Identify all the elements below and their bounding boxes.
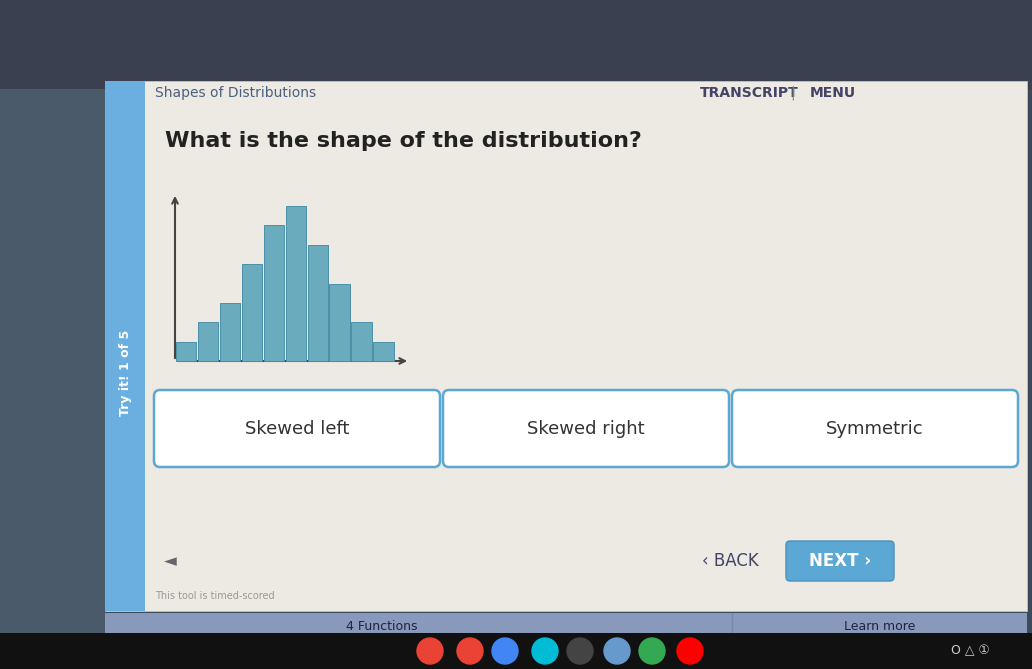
FancyBboxPatch shape [352,322,372,361]
FancyBboxPatch shape [786,541,894,581]
Text: NEXT ›: NEXT › [809,552,871,570]
Text: Skewed right: Skewed right [527,419,645,438]
FancyBboxPatch shape [329,284,350,361]
Circle shape [533,638,558,664]
FancyBboxPatch shape [105,81,1027,611]
FancyBboxPatch shape [105,81,146,611]
Text: |: | [791,86,795,100]
FancyBboxPatch shape [0,633,1032,669]
Text: Learn more: Learn more [844,621,915,634]
Text: ◄: ◄ [164,552,176,570]
FancyBboxPatch shape [374,342,394,361]
FancyBboxPatch shape [0,0,105,669]
Text: Skewed left: Skewed left [245,419,349,438]
Text: What is the shape of the distribution?: What is the shape of the distribution? [165,131,642,151]
Circle shape [457,638,483,664]
Circle shape [492,638,518,664]
FancyBboxPatch shape [197,322,218,361]
Circle shape [677,638,703,664]
Text: TRANSCRIPT: TRANSCRIPT [700,86,799,100]
Text: This tool is timed-scored: This tool is timed-scored [155,591,275,601]
FancyBboxPatch shape [0,0,1032,89]
FancyBboxPatch shape [263,225,284,361]
Text: Shapes of Distributions: Shapes of Distributions [155,86,316,100]
FancyBboxPatch shape [443,390,729,467]
Circle shape [417,638,443,664]
Circle shape [639,638,665,664]
FancyBboxPatch shape [220,303,240,361]
Text: ‹ BACK: ‹ BACK [702,552,759,570]
Text: Symmetric: Symmetric [827,419,924,438]
FancyBboxPatch shape [105,613,1027,641]
Circle shape [567,638,593,664]
Text: Try it! 1 of 5: Try it! 1 of 5 [119,329,131,415]
FancyBboxPatch shape [154,390,440,467]
FancyBboxPatch shape [175,342,196,361]
Circle shape [604,638,630,664]
Text: O △ ①: O △ ① [950,644,990,658]
FancyBboxPatch shape [241,264,262,361]
Text: MENU: MENU [810,86,857,100]
FancyBboxPatch shape [732,390,1018,467]
FancyBboxPatch shape [286,206,307,361]
FancyBboxPatch shape [308,245,328,361]
Text: 4 Functions: 4 Functions [346,621,417,634]
